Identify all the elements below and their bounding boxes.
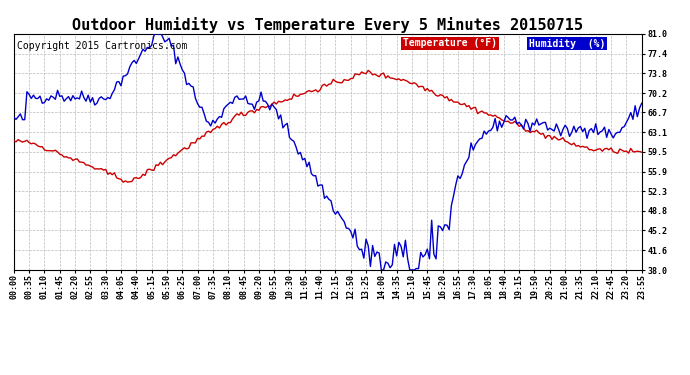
Text: Humidity  (%): Humidity (%) — [529, 39, 605, 48]
Text: Temperature (°F): Temperature (°F) — [403, 39, 497, 48]
Text: Copyright 2015 Cartronics.com: Copyright 2015 Cartronics.com — [17, 41, 187, 51]
Title: Outdoor Humidity vs Temperature Every 5 Minutes 20150715: Outdoor Humidity vs Temperature Every 5 … — [72, 16, 583, 33]
